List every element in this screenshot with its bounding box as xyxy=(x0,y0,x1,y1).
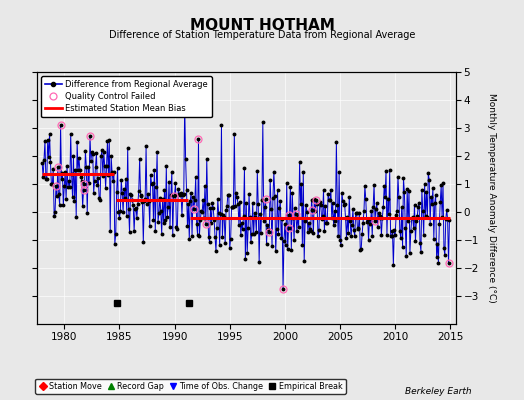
Y-axis label: Monthly Temperature Anomaly Difference (°C): Monthly Temperature Anomaly Difference (… xyxy=(487,93,496,303)
Text: MOUNT HOTHAM: MOUNT HOTHAM xyxy=(190,18,334,33)
Text: Difference of Station Temperature Data from Regional Average: Difference of Station Temperature Data f… xyxy=(109,30,415,40)
Text: Berkeley Earth: Berkeley Earth xyxy=(405,387,472,396)
Legend: Difference from Regional Average, Quality Control Failed, Estimated Station Mean: Difference from Regional Average, Qualit… xyxy=(41,76,212,117)
Legend: Station Move, Record Gap, Time of Obs. Change, Empirical Break: Station Move, Record Gap, Time of Obs. C… xyxy=(36,378,346,394)
